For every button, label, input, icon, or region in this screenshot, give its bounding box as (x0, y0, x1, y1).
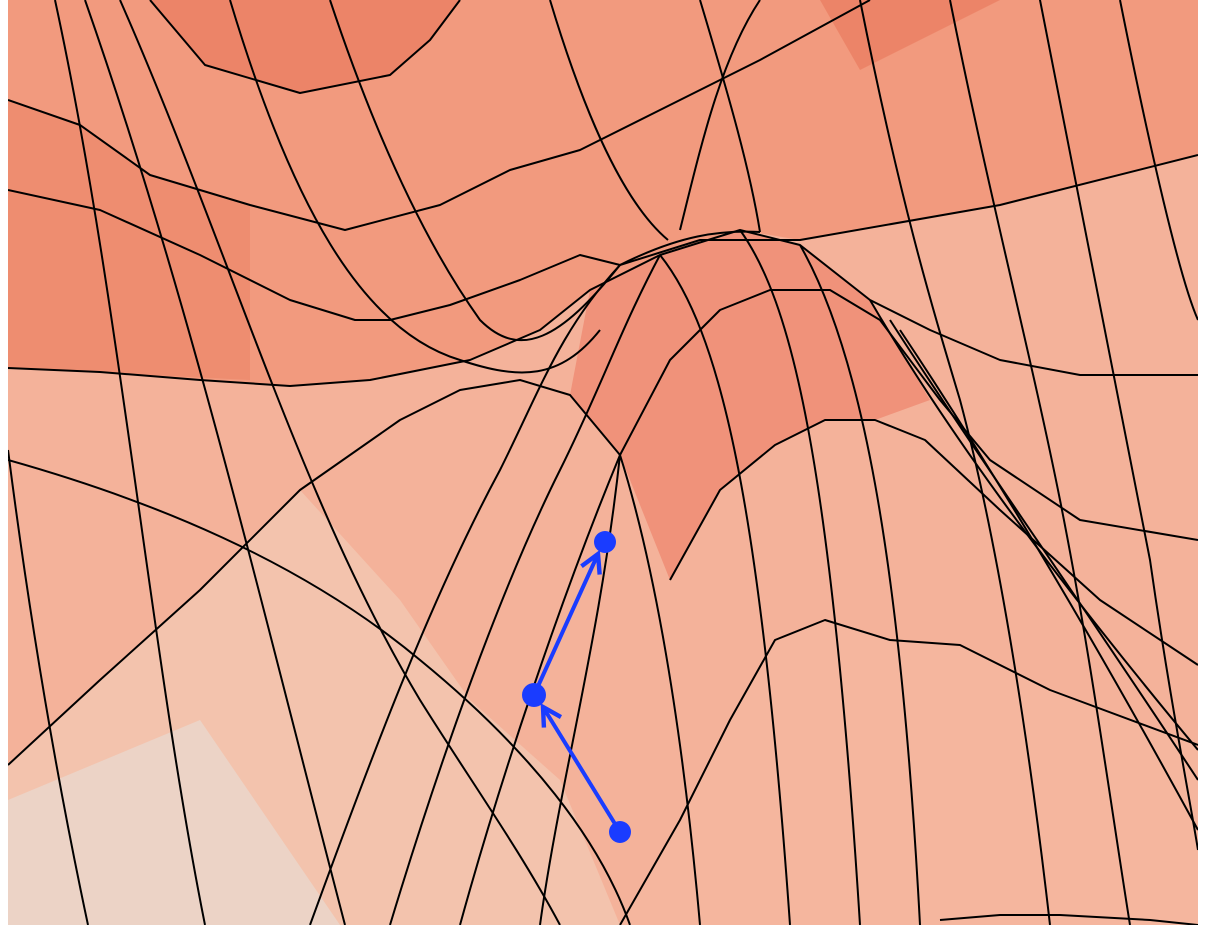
surface-illustration (0, 0, 1205, 925)
step-point (594, 531, 616, 553)
step-point (522, 683, 546, 707)
page: (() => { const data = JSON.parse(documen… (0, 0, 1205, 925)
step-point (609, 821, 631, 843)
surface (8, 0, 1198, 925)
